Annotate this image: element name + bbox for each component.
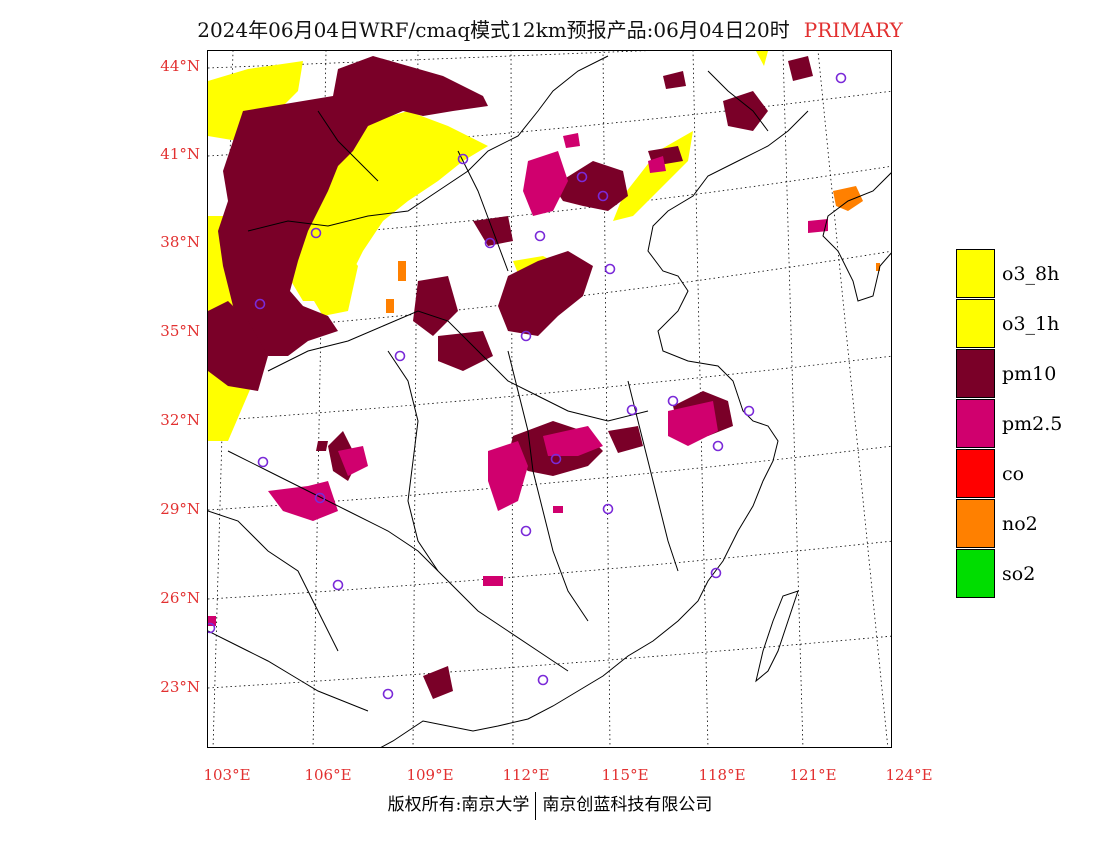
lon-label-118: 118°E <box>698 766 746 784</box>
legend-swatch <box>956 399 995 448</box>
lon-label-106: 106°E <box>304 766 352 784</box>
legend-item-co[interactable]: co <box>956 449 1086 499</box>
legend-label: pm10 <box>1002 363 1057 385</box>
primary-tag: PRIMARY <box>803 18 903 42</box>
lon-label-103: 103°E <box>203 766 251 784</box>
legend-label: so2 <box>1002 563 1036 585</box>
lat-label-41: 41°N <box>160 145 200 163</box>
copyright-footer: 版权所有:南京大学 南京创蓝科技有限公司 <box>0 790 1100 820</box>
lon-label-112: 112°E <box>502 766 550 784</box>
pm25-areas <box>208 133 828 626</box>
legend-swatch <box>956 299 995 348</box>
lat-label-23: 23°N <box>160 678 200 696</box>
lat-label-26: 26°N <box>160 589 200 607</box>
map-panel[interactable] <box>207 50 892 748</box>
legend-item-no2[interactable]: no2 <box>956 499 1086 549</box>
legend-label: co <box>1002 463 1025 485</box>
station-markers <box>208 72 847 700</box>
title-text: 2024年06月04日WRF/cmaq模式12km预报产品:06月04日20时 <box>197 18 790 42</box>
lon-label-115: 115°E <box>601 766 649 784</box>
legend-swatch <box>956 449 995 498</box>
legend-item-pm25[interactable]: pm2.5 <box>956 399 1086 449</box>
lat-label-32: 32°N <box>160 411 200 429</box>
legend-item-so2[interactable]: so2 <box>956 549 1086 599</box>
lat-label-35: 35°N <box>160 322 200 340</box>
no2-areas <box>386 186 880 313</box>
lon-label-124: 124°E <box>885 766 933 784</box>
lon-label-109: 109°E <box>406 766 454 784</box>
copyright-left: 版权所有:南京大学 <box>387 795 530 815</box>
legend-swatch <box>956 499 995 548</box>
lat-label-29: 29°N <box>160 500 200 518</box>
legend-label: o3_1h <box>1002 313 1060 335</box>
lat-label-44: 44°N <box>160 57 200 75</box>
copyright-right: 南京创蓝科技有限公司 <box>542 795 713 815</box>
legend-item-pm10[interactable]: pm10 <box>956 349 1086 399</box>
lat-label-38: 38°N <box>160 233 200 251</box>
pm10-areas <box>208 56 813 699</box>
legend-label: o3_8h <box>1002 263 1060 285</box>
legend-item-o3-1h[interactable]: o3_1h <box>956 299 1086 349</box>
footer-divider <box>535 791 537 820</box>
forecast-map[interactable] <box>208 51 892 748</box>
legend-swatch <box>956 349 995 398</box>
coastline <box>208 55 891 747</box>
legend-label: no2 <box>1002 513 1038 535</box>
lon-label-121: 121°E <box>789 766 837 784</box>
legend-label: pm2.5 <box>1002 413 1063 435</box>
legend-swatch <box>956 549 995 598</box>
legend-item-o3-8h[interactable]: o3_8h <box>956 249 1086 299</box>
legend-swatch <box>956 249 995 298</box>
pollutant-legend: o3_8h o3_1h pm10 pm2.5 co no2 so2 <box>956 249 1086 599</box>
map-title: 2024年06月04日WRF/cmaq模式12km预报产品:06月04日20时 P… <box>0 14 1100 43</box>
